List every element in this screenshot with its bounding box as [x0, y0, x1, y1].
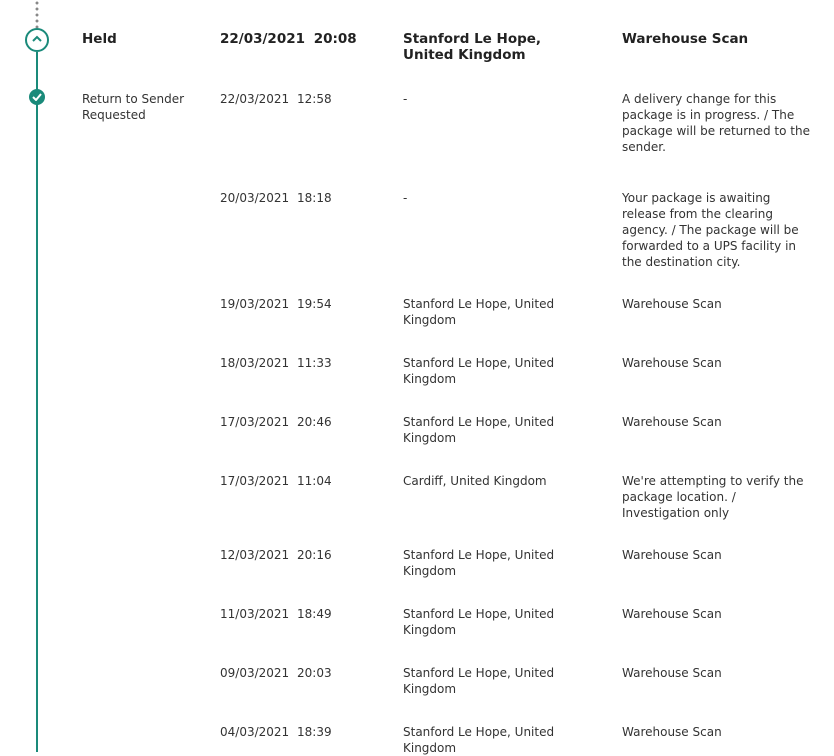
timeline-line: [36, 52, 38, 752]
location: -: [403, 92, 408, 106]
datetime: 11/03/2021 18:49: [220, 607, 332, 621]
datetime: 17/03/2021 20:46: [220, 415, 332, 429]
activity: Warehouse Scan: [622, 31, 749, 47]
activity: We're attempting to verify the package l…: [622, 474, 804, 520]
activity: Warehouse Scan: [622, 725, 722, 739]
location: -: [403, 191, 408, 205]
activity: Warehouse Scan: [622, 297, 722, 311]
activity: A delivery change for this package is in…: [622, 92, 810, 154]
activity: Warehouse Scan: [622, 356, 722, 370]
datetime: 12/03/2021 20:16: [220, 548, 332, 562]
activity: Warehouse Scan: [622, 607, 722, 621]
datetime: 19/03/2021 19:54: [220, 297, 332, 311]
location: Cardiff, United Kingdom: [403, 474, 547, 488]
activity: Warehouse Scan: [622, 415, 722, 429]
status: Return to Sender Requested: [82, 92, 185, 122]
datetime: 18/03/2021 11:33: [220, 356, 332, 370]
location: Stanford Le Hope, United Kingdom: [403, 297, 555, 327]
location: Stanford Le Hope, United Kingdom: [403, 356, 555, 386]
location: Stanford Le Hope, United Kingdom: [403, 548, 555, 578]
location: Stanford Le Hope, United Kingdom: [403, 31, 542, 63]
activity: Warehouse Scan: [622, 548, 722, 562]
location: Stanford Le Hope, United Kingdom: [403, 725, 555, 755]
location: Stanford Le Hope, United Kingdom: [403, 666, 555, 696]
datetime: 20/03/2021 18:18: [220, 191, 332, 205]
location: Stanford Le Hope, United Kingdom: [403, 607, 555, 637]
check-circle-icon: [29, 89, 45, 105]
datetime: 22/03/2021 12:58: [220, 92, 332, 106]
datetime: 17/03/2021 11:04: [220, 474, 332, 488]
chevron-up-icon: [32, 35, 42, 42]
timeline-dotted-connector: [35, 0, 39, 28]
status: Held: [82, 31, 117, 47]
collapse-button[interactable]: [25, 28, 49, 52]
activity: Warehouse Scan: [622, 666, 722, 680]
datetime: 09/03/2021 20:03: [220, 666, 332, 680]
datetime: 22/03/2021 20:08: [220, 31, 357, 47]
datetime: 04/03/2021 18:39: [220, 725, 332, 739]
location: Stanford Le Hope, United Kingdom: [403, 415, 555, 445]
activity: Your package is awaiting release from th…: [622, 191, 799, 269]
